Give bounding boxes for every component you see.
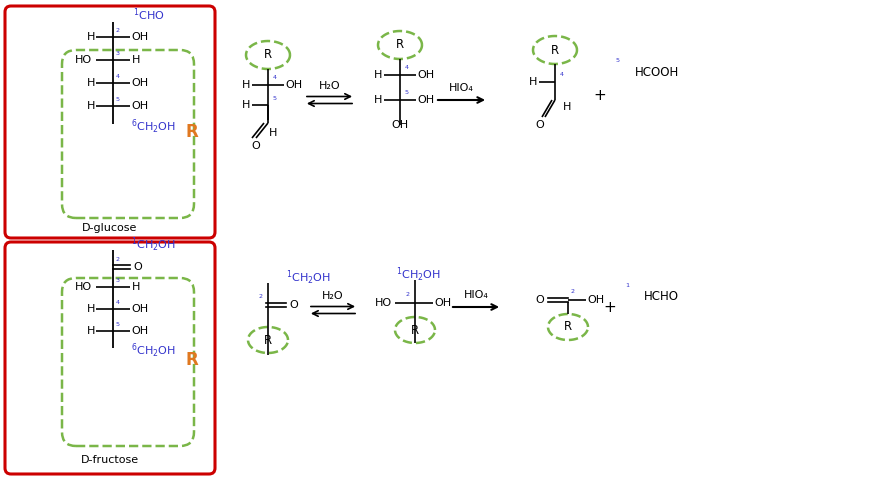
Text: $^5$: $^5$ [116, 96, 121, 106]
Text: OH: OH [417, 95, 434, 105]
Text: R: R [264, 48, 272, 61]
Text: $\mathsf{^6CH_2OH}$: $\mathsf{^6CH_2OH}$ [131, 118, 176, 136]
Text: H₂O: H₂O [319, 81, 341, 91]
Text: H: H [87, 326, 96, 336]
Text: HO: HO [375, 298, 392, 308]
Text: $^3$: $^3$ [116, 50, 121, 60]
Text: $\mathsf{^1CH_2OH}$: $\mathsf{^1CH_2OH}$ [395, 266, 441, 284]
Text: OH: OH [434, 298, 452, 308]
Text: H: H [87, 78, 96, 88]
Text: $^4$: $^4$ [115, 300, 121, 309]
Text: R: R [186, 351, 198, 369]
Text: OH: OH [417, 70, 434, 80]
Text: H: H [87, 304, 96, 314]
Text: R: R [411, 324, 419, 336]
Text: OH: OH [285, 80, 302, 90]
Text: $^4$: $^4$ [559, 72, 565, 81]
Text: $^4$: $^4$ [404, 64, 410, 73]
Text: HIO₄: HIO₄ [463, 290, 488, 300]
Text: $^2$: $^2$ [405, 291, 411, 300]
Text: $^2$: $^2$ [116, 256, 121, 265]
Text: O: O [535, 295, 544, 305]
Text: $^5$: $^5$ [615, 58, 620, 67]
Text: +: + [594, 87, 607, 103]
Text: $^2$: $^2$ [570, 288, 576, 298]
Text: $\mathsf{^6CH_2OH}$: $\mathsf{^6CH_2OH}$ [131, 342, 176, 360]
Text: OH: OH [131, 78, 149, 88]
Text: HCOOH: HCOOH [635, 65, 680, 79]
Text: +: + [604, 300, 616, 314]
Text: O: O [289, 300, 298, 310]
Text: $^5$: $^5$ [272, 96, 278, 105]
Text: D-fructose: D-fructose [81, 455, 139, 465]
Text: $^3$: $^3$ [116, 277, 121, 287]
Text: H: H [529, 77, 537, 87]
Text: H: H [132, 55, 140, 65]
Text: R: R [564, 321, 572, 334]
Text: R: R [551, 44, 559, 57]
Text: $^5$: $^5$ [404, 89, 410, 98]
Text: OH: OH [131, 32, 149, 42]
Text: R: R [186, 123, 198, 141]
Text: $^5$: $^5$ [116, 322, 121, 331]
Text: H: H [374, 70, 382, 80]
Text: $^2$: $^2$ [116, 27, 121, 36]
Text: D-glucose: D-glucose [83, 223, 137, 233]
Text: $\mathsf{^1CHO}$: $\mathsf{^1CHO}$ [133, 7, 164, 24]
Text: OH: OH [587, 295, 605, 305]
Text: OH: OH [131, 304, 149, 314]
Text: H: H [242, 80, 250, 90]
Text: $^4$: $^4$ [272, 74, 278, 84]
Text: H: H [563, 102, 572, 112]
Text: H: H [242, 100, 250, 110]
Text: $\mathsf{^1CH_2OH}$: $\mathsf{^1CH_2OH}$ [286, 269, 331, 287]
Text: H: H [87, 32, 96, 42]
Text: HIO₄: HIO₄ [449, 83, 474, 93]
Text: $^1$: $^1$ [625, 283, 631, 291]
Text: HO: HO [75, 55, 91, 65]
Text: $^4$: $^4$ [115, 73, 121, 83]
Text: OH: OH [131, 326, 149, 336]
Text: R: R [396, 38, 404, 51]
Text: OH: OH [391, 120, 408, 130]
Text: R: R [264, 334, 272, 347]
Text: H₂O: H₂O [322, 291, 344, 301]
Text: H: H [374, 95, 382, 105]
Text: OH: OH [131, 101, 149, 111]
Text: $\mathsf{^1CH_2OH}$: $\mathsf{^1CH_2OH}$ [131, 236, 176, 254]
Text: O: O [134, 262, 143, 272]
Text: HO: HO [75, 282, 91, 292]
Text: H: H [87, 101, 96, 111]
Text: H: H [269, 128, 277, 138]
Text: $^2$: $^2$ [258, 293, 264, 302]
Text: HCHO: HCHO [644, 290, 679, 303]
Text: H: H [132, 282, 140, 292]
Text: O: O [535, 120, 544, 130]
Text: O: O [252, 141, 261, 151]
